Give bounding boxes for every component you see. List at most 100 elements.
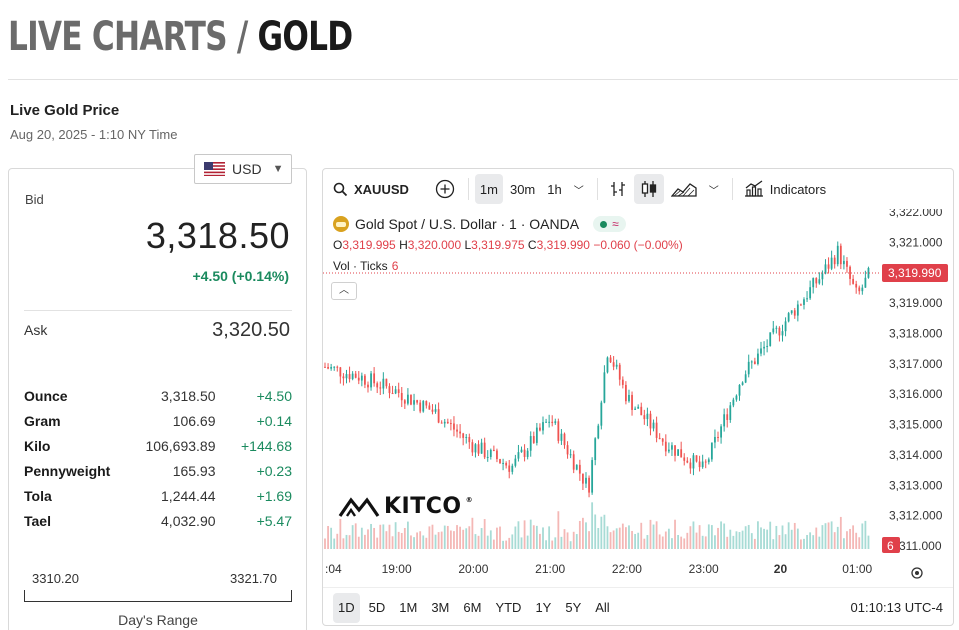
volume-bar: [815, 527, 818, 549]
y-axis-tick-label: 3,311.000: [889, 539, 942, 553]
volume-bar: [655, 521, 658, 549]
volume-bar: [425, 537, 428, 549]
volume-bar: [566, 532, 569, 549]
volume-bar: [772, 539, 775, 549]
candle-body: [806, 298, 808, 300]
volume-bar: [707, 524, 710, 549]
volume-bar: [520, 537, 523, 549]
candle-body: [572, 454, 575, 470]
volume-bar: [373, 527, 376, 549]
chart-type-menu-button[interactable]: ﹀: [704, 174, 724, 204]
unit-change: +4.50: [256, 387, 292, 404]
range-ytd-button[interactable]: YTD: [495, 600, 522, 615]
candle-body: [446, 421, 449, 424]
table-row: Kilo 106,693.89 +144.68: [24, 433, 292, 458]
currency-dropdown[interactable]: USD ▼: [194, 154, 292, 184]
volume-bar: [787, 522, 790, 549]
indicators-button[interactable]: Indicators: [739, 174, 831, 204]
area-chart-type-button[interactable]: [666, 174, 702, 204]
volume-bar: [634, 533, 637, 549]
volume-label: Vol · Ticks: [333, 259, 388, 273]
range-1y-button[interactable]: 1Y: [535, 600, 552, 615]
range-3m-button[interactable]: 3M: [431, 600, 450, 615]
candle-body: [667, 449, 670, 452]
volume-bar: [597, 527, 600, 549]
volume-bar: [784, 534, 787, 549]
volume-bar: [757, 521, 759, 549]
volume-bar: [858, 537, 861, 549]
candle-body: [609, 357, 612, 363]
candle-body: [508, 465, 511, 472]
volume-bar: [394, 522, 397, 549]
interval-30m-button[interactable]: 30m: [509, 181, 536, 197]
volume-bar: [796, 528, 799, 549]
range-5y-button[interactable]: 5Y: [565, 600, 582, 615]
candle-body: [443, 421, 446, 424]
candle-body: [796, 304, 799, 316]
candle-body: [345, 374, 348, 379]
volume-bar: [824, 523, 827, 549]
volume-bar: [453, 531, 455, 549]
volume-bar: [646, 535, 649, 549]
volume-bar: [640, 522, 643, 549]
symbol-search-button[interactable]: XAUUSD: [323, 174, 414, 204]
unit-name: Pennyweight: [24, 462, 111, 479]
volume-bar: [336, 533, 339, 549]
candle-body: [542, 422, 544, 431]
volume-bar: [643, 538, 646, 549]
volume-bar: [548, 526, 551, 549]
volume-bar: [652, 524, 655, 549]
interval-menu-button[interactable]: ﹀: [569, 174, 589, 204]
candle-body: [339, 367, 342, 377]
unit-name: Kilo: [24, 437, 51, 454]
last-volume-label: 6: [887, 539, 894, 553]
range-1d-button[interactable]: 1D: [333, 592, 360, 623]
candle-chart-type-button[interactable]: [633, 174, 664, 204]
range-1m-button[interactable]: 1M: [399, 600, 418, 615]
candle-body: [376, 383, 379, 388]
y-axis-tick-label: 3,316.000: [889, 387, 943, 401]
y-axis-tick-label: 3,314.000: [889, 448, 943, 462]
bar-chart-type-button[interactable]: [604, 174, 632, 204]
candle-body: [548, 421, 551, 423]
candle-body: [388, 386, 391, 394]
ohlc-high: 3,320.000: [407, 238, 462, 252]
price-chart[interactable]: 3,322.000 3,321.000 3,320.000 3,319.000 3,31…: [323, 209, 953, 587]
candle-body: [855, 283, 858, 288]
volume-bar: [698, 525, 701, 549]
range-5d-button[interactable]: 5D: [368, 600, 386, 615]
volume-bar: [852, 525, 855, 549]
candle-body: [468, 437, 471, 443]
price-timestamp: Aug 20, 2025 - 1:10 NY Time: [10, 127, 178, 142]
volume-bar: [465, 528, 468, 549]
toolbar-divider: [596, 178, 598, 200]
volume-bar: [505, 540, 508, 549]
range-all-button[interactable]: All: [595, 600, 610, 615]
volume-bar: [763, 528, 765, 549]
interval-1m-button[interactable]: 1m: [474, 174, 503, 204]
kitco-wordmark: KITCO: [384, 494, 462, 519]
compare-symbol-button[interactable]: [430, 174, 460, 204]
candle-body: [821, 273, 824, 280]
volume-bar: [821, 525, 824, 549]
volume-bar: [410, 535, 412, 549]
candle-body: [640, 406, 643, 416]
candle-body: [861, 287, 864, 292]
kitco-mark-icon: [338, 496, 380, 517]
range-6m-button[interactable]: 6M: [463, 600, 482, 615]
candle-body: [606, 357, 609, 373]
ohlc-low: 3,319.975: [471, 238, 525, 252]
candle-body: [360, 375, 363, 381]
day-range-high: 3321.70: [230, 571, 277, 586]
volume-bar: [560, 536, 563, 549]
interval-1h-button[interactable]: 1h: [547, 181, 562, 197]
candle-body: [483, 442, 486, 458]
candle-body: [342, 376, 345, 379]
collapse-legend-button[interactable]: ︿: [331, 282, 357, 300]
candle-body: [723, 414, 726, 427]
us-flag-icon: [204, 162, 225, 176]
volume-bar: [741, 530, 744, 549]
day-range-label: Day's Range: [118, 612, 198, 628]
candle-body: [603, 372, 606, 403]
volume-bar: [551, 540, 554, 549]
